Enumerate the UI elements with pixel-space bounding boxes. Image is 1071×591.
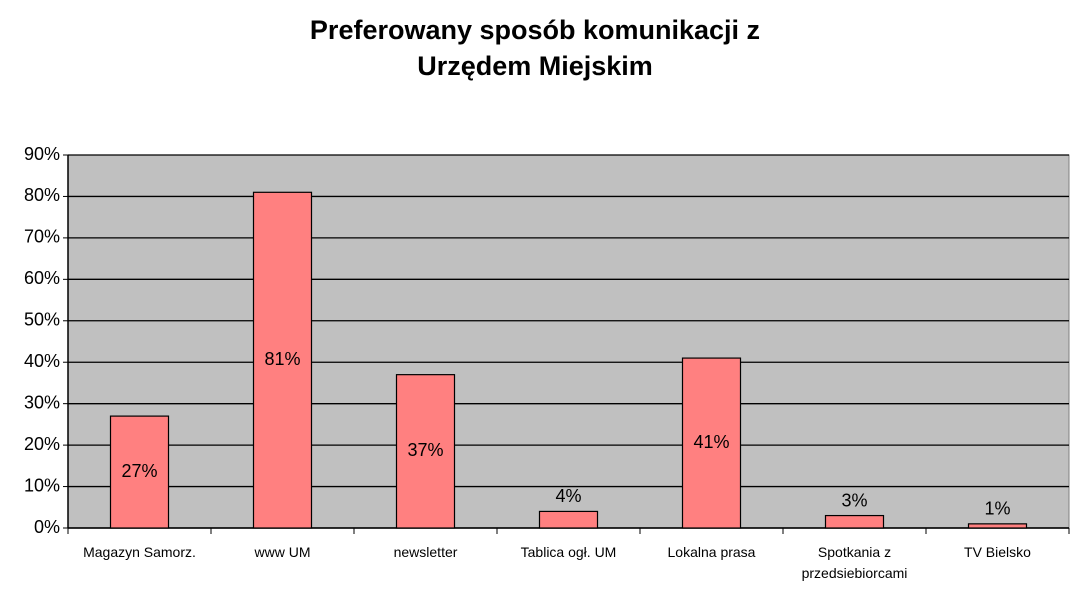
x-tick-label: Magazyn Samorz.	[83, 544, 196, 560]
data-label: 27%	[121, 461, 157, 481]
bar	[109, 415, 170, 529]
bar	[538, 510, 599, 529]
bar	[252, 191, 313, 529]
data-label: 81%	[264, 349, 300, 369]
y-tick-label: 70%	[24, 227, 60, 247]
plot-area	[67, 154, 1070, 529]
y-tick-label: 10%	[24, 475, 60, 495]
bar	[967, 523, 1028, 529]
y-tick-label: 90%	[24, 144, 60, 164]
y-tick-label: 30%	[24, 392, 60, 412]
y-tick-label: 80%	[24, 185, 60, 205]
y-tick-label: 20%	[24, 434, 60, 454]
x-tick-label: newsletter	[393, 544, 458, 560]
bar	[681, 357, 742, 529]
x-tick-label: TV Bielsko	[964, 544, 1031, 560]
y-tick-label: 40%	[24, 351, 60, 371]
y-tick-label: 60%	[24, 268, 60, 288]
bar	[395, 374, 456, 529]
data-label: 4%	[555, 486, 581, 506]
y-tick-label: 0%	[34, 517, 60, 537]
data-label: 41%	[693, 432, 729, 452]
x-tick-label: www UM	[254, 544, 311, 560]
data-label: 1%	[984, 499, 1010, 519]
x-tick-label: Tablica ogł. UM	[520, 544, 617, 560]
x-tick-label: Lokalna prasa	[667, 544, 756, 560]
x-tick-label: Spotkania z przedsiebiorcami	[801, 544, 908, 581]
data-label: 3%	[841, 490, 867, 510]
chart-title: Preferowany sposób komunikacji z Urzędem…	[309, 15, 761, 81]
bar	[824, 514, 885, 529]
data-label: 37%	[407, 440, 443, 460]
y-tick-label: 50%	[24, 310, 60, 330]
